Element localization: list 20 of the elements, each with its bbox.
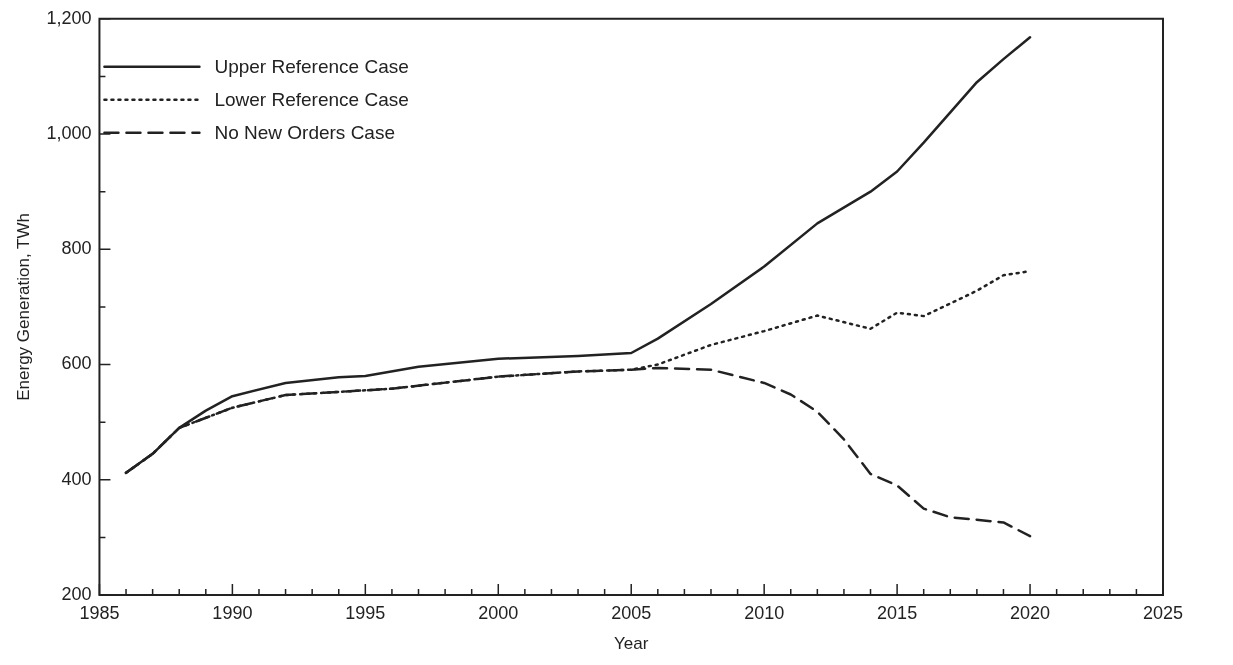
x-tick-label: 2020	[1010, 602, 1051, 623]
y-tick-label: 400	[61, 468, 92, 489]
x-tick-label: 2010	[744, 602, 785, 623]
y-tick-label: 1,000	[46, 123, 92, 144]
x-tick-label: 1995	[345, 602, 386, 623]
legend-label: Upper Reference Case	[214, 56, 409, 78]
x-tick-label: 2005	[611, 602, 652, 623]
x-tick-label: 2000	[478, 602, 519, 623]
x-axis-title: Year	[614, 634, 649, 654]
legend-label: Lower Reference Case	[214, 89, 409, 111]
y-tick-label: 1,200	[46, 7, 92, 28]
x-tick-label: 2025	[1142, 602, 1184, 623]
y-tick-label: 600	[61, 353, 92, 374]
legend-label: No New Orders Case	[214, 122, 396, 144]
x-tick-label: 1985	[79, 602, 120, 623]
x-tick-label: 2015	[877, 602, 918, 623]
y-axis-title: Energy Generation, TWh	[13, 213, 33, 401]
y-tick-label: 800	[61, 238, 92, 259]
y-tick-label: 200	[61, 583, 92, 604]
x-tick-label: 1990	[212, 602, 253, 623]
